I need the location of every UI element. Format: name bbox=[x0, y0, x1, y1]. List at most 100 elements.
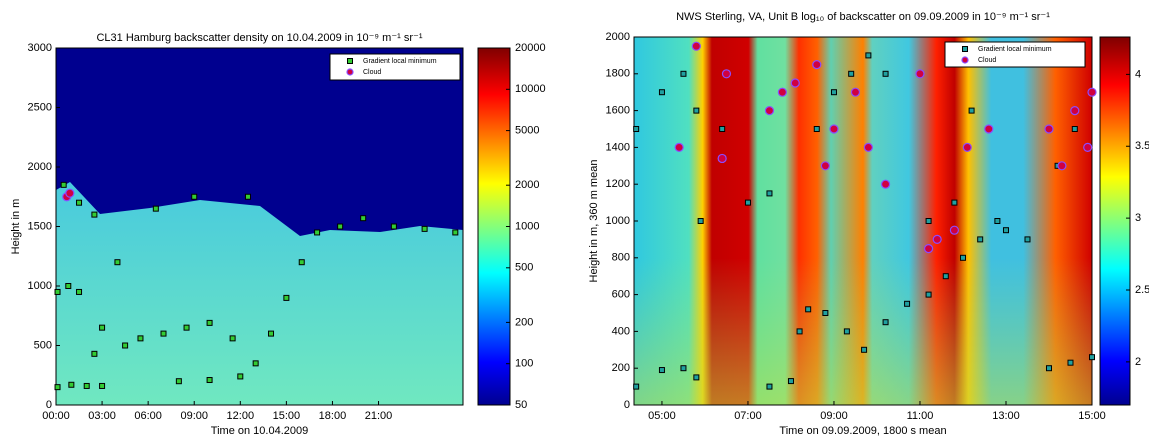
gradient-point bbox=[83, 382, 90, 389]
x-axis-label: Time on 09.09.2009, 1800 s mean bbox=[779, 425, 946, 437]
gradient-point bbox=[360, 215, 367, 222]
colorbar-tick-label: 3.5 bbox=[1135, 140, 1149, 152]
x-tick-label: 15:00 bbox=[1078, 410, 1106, 422]
y-tick-label: 1600 bbox=[606, 105, 630, 117]
gradient-point bbox=[805, 306, 812, 313]
y-tick-label: 1000 bbox=[28, 280, 52, 292]
gradient-point bbox=[680, 365, 687, 372]
x-tick-label: 11:00 bbox=[907, 410, 934, 422]
x-tick-label: 09:00 bbox=[180, 410, 208, 422]
cloud-point bbox=[1087, 87, 1097, 97]
cloud-point bbox=[691, 41, 701, 51]
gradient-point bbox=[298, 259, 305, 266]
colorbar-tick-label: 100 bbox=[515, 358, 533, 370]
cloud-point bbox=[764, 105, 775, 116]
x-tick-label: 12:00 bbox=[227, 410, 255, 422]
cloud-point bbox=[880, 179, 891, 189]
x-tick-label: 13:00 bbox=[992, 410, 1020, 422]
gradient-point bbox=[91, 350, 98, 357]
cloud-point bbox=[1083, 142, 1093, 152]
gradient-point bbox=[977, 236, 984, 243]
gradient-point bbox=[60, 181, 67, 188]
gradient-point bbox=[680, 70, 687, 77]
y-tick-label: 0 bbox=[624, 399, 630, 411]
gradient-point bbox=[1024, 236, 1031, 243]
legend-marker bbox=[347, 58, 353, 64]
gradient-point bbox=[114, 259, 121, 266]
gradient-point bbox=[658, 367, 665, 374]
y-tick-label: 1200 bbox=[606, 178, 630, 190]
legend-marker bbox=[346, 68, 354, 76]
colorbar-tick-label: 4 bbox=[1135, 68, 1141, 80]
gradient-point bbox=[152, 205, 159, 212]
gradient-point bbox=[813, 126, 820, 132]
x-tick-label: 06:00 bbox=[134, 410, 162, 422]
gradient-point bbox=[968, 107, 975, 114]
gradient-point bbox=[1067, 359, 1074, 366]
heatmap-left bbox=[56, 48, 463, 405]
x-tick-label: 00:00 bbox=[42, 410, 70, 422]
gradient-point bbox=[54, 384, 61, 391]
y-tick-label: 1800 bbox=[606, 68, 630, 80]
chart-title: CL31 Hamburg backscatter density on 10.0… bbox=[96, 32, 422, 44]
x-tick-label: 21:00 bbox=[365, 410, 393, 422]
gradient-point bbox=[1071, 126, 1078, 132]
colorbar-tick-label: 1000 bbox=[515, 220, 539, 232]
heatmap-right bbox=[634, 37, 1092, 405]
y-tick-label: 0 bbox=[46, 399, 52, 411]
gradient-point bbox=[206, 319, 213, 326]
cloud-point bbox=[915, 69, 925, 79]
gradient-point bbox=[244, 193, 251, 200]
colorbar-tick-label: 20000 bbox=[515, 42, 546, 54]
gradient-point bbox=[268, 330, 275, 337]
x-tick-label: 09:00 bbox=[820, 410, 848, 422]
gradient-point bbox=[865, 52, 872, 59]
gradient-point bbox=[994, 218, 1001, 224]
gradient-point bbox=[822, 310, 829, 316]
colorbar-tick-label: 200 bbox=[515, 316, 533, 328]
gradient-point bbox=[122, 342, 129, 349]
colorbar-tick-label: 2000 bbox=[515, 179, 539, 191]
gradient-point bbox=[237, 373, 244, 380]
x-tick-label: 18:00 bbox=[319, 410, 347, 422]
chart-title: NWS Sterling, VA, Unit B log₁₀ of backsc… bbox=[676, 11, 1050, 23]
gradient-point bbox=[337, 223, 344, 230]
gradient-point bbox=[796, 328, 803, 335]
gradient-point bbox=[76, 288, 83, 295]
y-axis-label: Height in m, 360 m mean bbox=[588, 160, 600, 283]
y-tick-label: 1400 bbox=[606, 141, 630, 153]
colorbar-tick-label: 2 bbox=[1135, 356, 1141, 368]
y-tick-label: 600 bbox=[612, 289, 630, 301]
cloud-point bbox=[812, 59, 822, 70]
gradient-point bbox=[229, 335, 236, 342]
gradient-point bbox=[766, 383, 773, 390]
gradient-point bbox=[959, 254, 966, 261]
gradient-point bbox=[452, 229, 459, 236]
colorbar-tick-label: 2.5 bbox=[1135, 284, 1149, 296]
gradient-point bbox=[175, 378, 182, 385]
gradient-point bbox=[633, 126, 640, 132]
gradient-point bbox=[137, 335, 144, 342]
y-tick-label: 500 bbox=[34, 339, 52, 351]
cloud-point bbox=[850, 87, 861, 97]
cloud-point bbox=[932, 234, 942, 244]
cloud-point bbox=[829, 124, 839, 134]
y-tick-label: 1000 bbox=[606, 215, 630, 227]
gradient-point bbox=[283, 294, 290, 301]
gradient-point bbox=[99, 382, 106, 389]
cloud-point bbox=[962, 142, 972, 152]
gradient-point bbox=[925, 291, 932, 298]
cloud-point bbox=[717, 153, 727, 164]
gradient-point bbox=[421, 225, 428, 232]
gradient-point bbox=[183, 324, 190, 331]
x-tick-label: 03:00 bbox=[88, 410, 116, 422]
cloud-point bbox=[721, 69, 732, 79]
gradient-point bbox=[843, 328, 850, 335]
gradient-point bbox=[76, 199, 83, 206]
y-axis-label: Height in m bbox=[10, 199, 22, 255]
gradient-point bbox=[1045, 365, 1052, 372]
legend-label: Cloud bbox=[978, 57, 996, 64]
gradient-point bbox=[390, 223, 397, 230]
x-tick-label: 05:00 bbox=[648, 410, 676, 422]
gradient-point bbox=[54, 288, 61, 295]
